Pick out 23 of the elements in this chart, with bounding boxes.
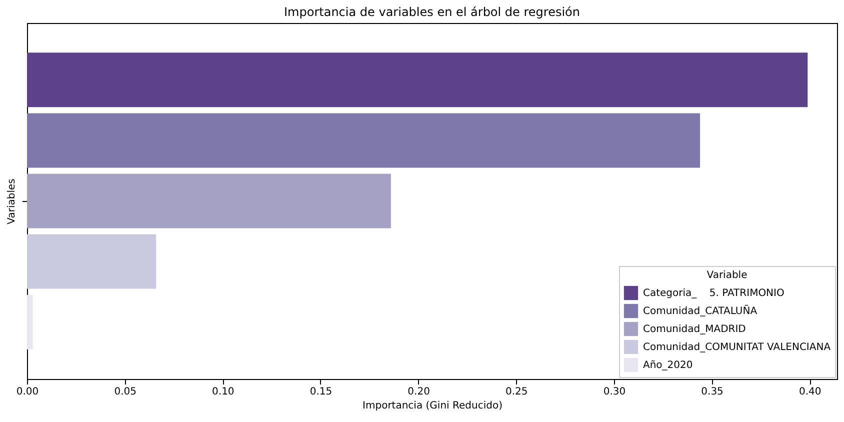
x-tick-label: 0.20 [408, 386, 430, 398]
x-tick-label: 0.25 [506, 386, 528, 398]
y-axis-title: Variables [6, 178, 18, 224]
x-axis-title: Importancia (Gini Reducido) [362, 400, 503, 412]
x-tick-label: 0.15 [310, 386, 332, 398]
bar [27, 113, 700, 168]
bar [27, 52, 808, 108]
chart-title: Importancia de variables en el árbol de regresión [284, 5, 580, 19]
legend-label: Categoria_ 5. PATRIMONIO [643, 288, 784, 299]
x-tick-label: 0.35 [701, 386, 724, 398]
legend-label: Comunidad_MADRID [643, 324, 746, 335]
legend-label: Comunidad_COMUNITAT VALENCIANA [643, 342, 831, 353]
bar [27, 294, 33, 350]
x-tick-label: 0.30 [603, 386, 626, 398]
x-tick-label: 0.10 [212, 386, 234, 398]
legend-label: Año_2020 [643, 360, 693, 371]
legend-title: Variable [706, 270, 748, 281]
x-tick-label: 0.00 [16, 386, 39, 398]
bar [27, 174, 391, 228]
legend-label: Comunidad_CATALUÑA [643, 304, 758, 317]
x-tick-label: 0.05 [114, 386, 136, 398]
x-tick-label: 0.40 [798, 386, 822, 398]
bar [27, 234, 156, 289]
